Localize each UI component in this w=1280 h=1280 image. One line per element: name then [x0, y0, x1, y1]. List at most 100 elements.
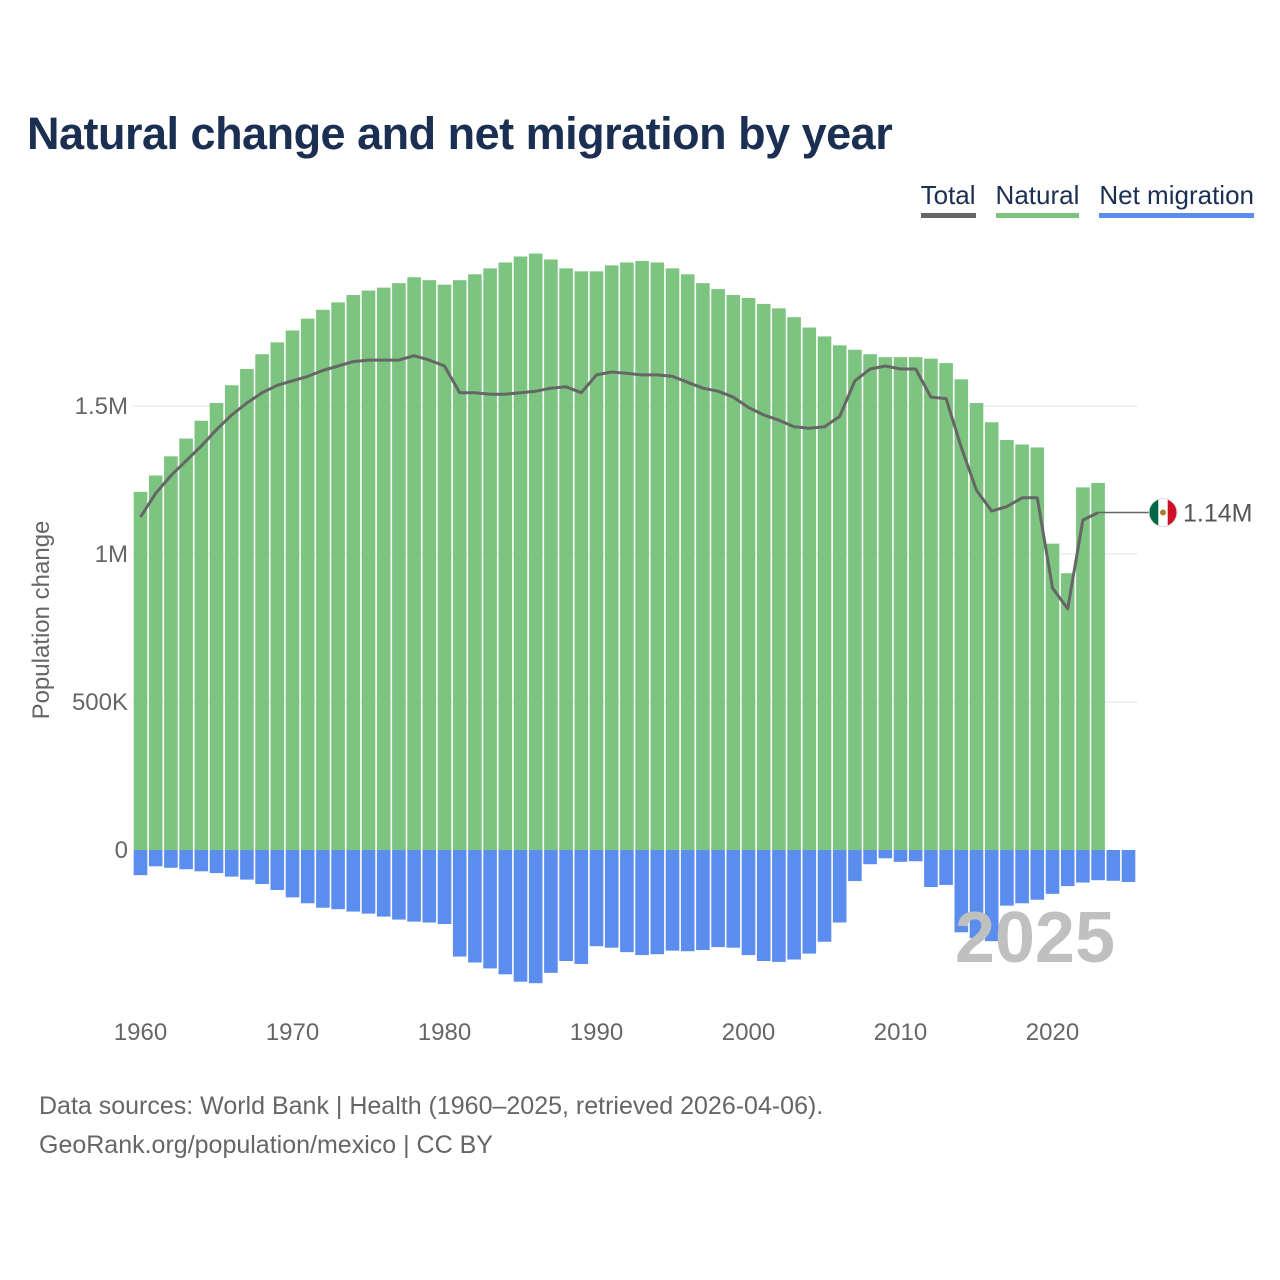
- net-migration-bar[interactable]: [346, 850, 361, 912]
- net-migration-bar[interactable]: [620, 850, 634, 953]
- natural-bar[interactable]: [1076, 487, 1090, 850]
- natural-bar[interactable]: [544, 259, 558, 851]
- net-migration-bar[interactable]: [483, 850, 497, 969]
- total-line[interactable]: [139, 354, 1099, 611]
- net-migration-bar[interactable]: [1121, 850, 1136, 882]
- net-migration-bar[interactable]: [1091, 850, 1105, 881]
- net-migration-bar[interactable]: [148, 850, 163, 867]
- net-migration-bar[interactable]: [544, 850, 558, 973]
- net-migration-bar[interactable]: [452, 850, 467, 957]
- natural-bar[interactable]: [1000, 440, 1014, 850]
- net-migration-bar[interactable]: [240, 850, 254, 880]
- natural-bar[interactable]: [756, 303, 771, 850]
- natural-bar[interactable]: [741, 297, 756, 851]
- natural-bar[interactable]: [954, 379, 969, 850]
- natural-bar[interactable]: [984, 422, 999, 850]
- natural-bar[interactable]: [164, 456, 178, 850]
- natural-bar[interactable]: [589, 271, 604, 850]
- natural-bar[interactable]: [346, 295, 361, 850]
- net-migration-bar[interactable]: [908, 850, 923, 862]
- net-migration-bar[interactable]: [696, 850, 710, 951]
- natural-bar[interactable]: [620, 262, 634, 850]
- natural-bar[interactable]: [437, 284, 452, 850]
- natural-bar[interactable]: [468, 274, 482, 850]
- natural-bar[interactable]: [711, 289, 725, 851]
- net-migration-bar[interactable]: [924, 850, 938, 887]
- natural-bar[interactable]: [817, 336, 832, 850]
- natural-bar[interactable]: [848, 349, 862, 850]
- net-migration-bar[interactable]: [1015, 850, 1029, 904]
- natural-bar[interactable]: [179, 438, 193, 850]
- net-migration-bar[interactable]: [756, 850, 771, 961]
- natural-bar[interactable]: [832, 345, 847, 850]
- net-migration-bar[interactable]: [209, 850, 224, 874]
- net-migration-bar[interactable]: [1076, 850, 1090, 883]
- natural-bar[interactable]: [665, 268, 680, 850]
- natural-bar[interactable]: [392, 283, 406, 850]
- natural-bar[interactable]: [680, 274, 695, 850]
- natural-bar[interactable]: [224, 385, 239, 850]
- net-migration-bar[interactable]: [1030, 850, 1045, 900]
- net-migration-bar[interactable]: [1106, 850, 1121, 881]
- natural-bar[interactable]: [559, 268, 573, 850]
- natural-bar[interactable]: [452, 280, 467, 850]
- natural-bar[interactable]: [194, 420, 209, 850]
- net-migration-bar[interactable]: [604, 850, 619, 948]
- net-migration-bar[interactable]: [255, 850, 269, 885]
- legend-item-natural[interactable]: Natural: [995, 180, 1080, 218]
- net-migration-bar[interactable]: [164, 850, 178, 868]
- natural-bar[interactable]: [422, 280, 437, 850]
- natural-bar[interactable]: [376, 287, 391, 851]
- natural-bar[interactable]: [604, 265, 619, 850]
- natural-bar[interactable]: [407, 277, 421, 850]
- net-migration-bar[interactable]: [1060, 850, 1075, 887]
- natural-bar[interactable]: [316, 309, 330, 850]
- net-migration-bar[interactable]: [224, 850, 239, 877]
- natural-bar[interactable]: [209, 403, 224, 850]
- natural-bar[interactable]: [270, 342, 285, 850]
- natural-bar[interactable]: [1060, 573, 1075, 850]
- net-migration-bar[interactable]: [954, 850, 969, 933]
- net-migration-bar[interactable]: [270, 850, 285, 890]
- net-migration-bar[interactable]: [133, 850, 148, 876]
- net-migration-bar[interactable]: [285, 850, 300, 898]
- net-migration-bar[interactable]: [589, 850, 604, 947]
- natural-bar[interactable]: [255, 354, 269, 850]
- natural-bar[interactable]: [1015, 444, 1029, 850]
- legend-item-total[interactable]: Total: [920, 180, 976, 218]
- net-migration-bar[interactable]: [650, 850, 665, 955]
- natural-bar[interactable]: [331, 302, 345, 850]
- natural-bar[interactable]: [787, 317, 801, 850]
- natural-bar[interactable]: [574, 271, 589, 850]
- natural-bar[interactable]: [772, 308, 786, 850]
- net-migration-bar[interactable]: [361, 850, 376, 914]
- net-migration-bar[interactable]: [665, 850, 680, 951]
- net-migration-bar[interactable]: [878, 850, 893, 859]
- net-migration-bar[interactable]: [559, 850, 573, 961]
- natural-bar[interactable]: [361, 290, 376, 850]
- net-migration-bar[interactable]: [772, 850, 786, 962]
- net-migration-bar[interactable]: [194, 850, 209, 872]
- net-migration-bar[interactable]: [741, 850, 756, 956]
- legend-item-net-migration[interactable]: Net migration: [1099, 180, 1254, 218]
- net-migration-bar[interactable]: [984, 850, 999, 942]
- natural-bar[interactable]: [148, 475, 163, 850]
- natural-bar[interactable]: [635, 260, 649, 851]
- natural-bar[interactable]: [1030, 447, 1045, 850]
- natural-bar[interactable]: [133, 491, 148, 850]
- net-migration-bar[interactable]: [1000, 850, 1014, 906]
- natural-bar[interactable]: [878, 357, 893, 850]
- net-migration-bar[interactable]: [726, 850, 741, 948]
- net-migration-bar[interactable]: [680, 850, 695, 952]
- natural-bar[interactable]: [285, 330, 300, 850]
- net-migration-bar[interactable]: [376, 850, 391, 917]
- net-migration-bar[interactable]: [787, 850, 801, 960]
- natural-bar[interactable]: [528, 253, 543, 850]
- net-migration-bar[interactable]: [422, 850, 437, 923]
- net-migration-bar[interactable]: [802, 850, 817, 954]
- net-migration-bar[interactable]: [635, 850, 649, 956]
- natural-bar[interactable]: [498, 262, 513, 850]
- natural-bar[interactable]: [650, 262, 665, 850]
- net-migration-bar[interactable]: [468, 850, 482, 963]
- net-migration-bar[interactable]: [407, 850, 421, 922]
